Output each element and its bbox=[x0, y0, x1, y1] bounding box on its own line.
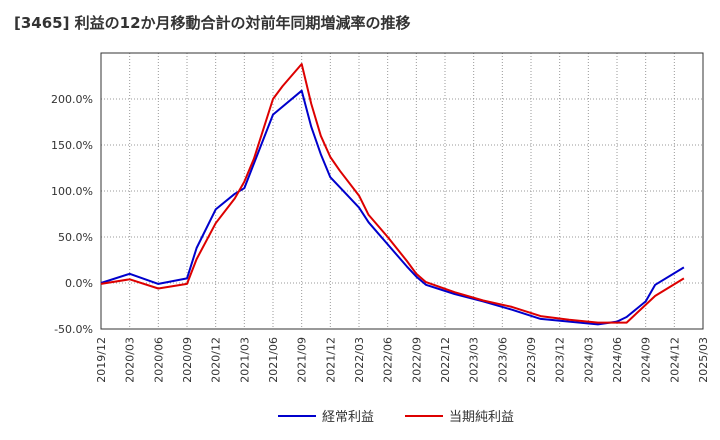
x-tick-label: 2020/12 bbox=[210, 337, 223, 383]
y-tick-label: 50.0% bbox=[58, 231, 93, 244]
x-tick-label: 2025/03 bbox=[697, 337, 710, 383]
y-tick-label: 0.0% bbox=[65, 277, 93, 290]
x-tick-label: 2019/12 bbox=[95, 337, 108, 383]
x-tick-label: 2023/03 bbox=[468, 337, 481, 383]
legend: 経常利益 当期純利益 bbox=[278, 410, 514, 425]
grid bbox=[100, 53, 704, 330]
x-tick-label: 2023/12 bbox=[554, 337, 567, 383]
legend-label: 経常利益 bbox=[322, 410, 374, 425]
x-tick-labels: 2019/12 2020/03 2020/06 2020/09 2020/12 2021/… bbox=[95, 337, 710, 383]
y-tick-label: 200.0% bbox=[51, 93, 93, 106]
x-tick-label: 2024/06 bbox=[611, 337, 624, 383]
x-tick-label: 2024/12 bbox=[668, 337, 681, 383]
y-tick-label: 100.0% bbox=[51, 185, 93, 198]
x-tick-label: 2024/03 bbox=[582, 337, 595, 383]
axes bbox=[100, 52, 704, 330]
x-tick-label: 2020/09 bbox=[181, 337, 194, 383]
x-tick-label: 2021/03 bbox=[238, 337, 251, 383]
x-tick-label: 2022/06 bbox=[382, 337, 395, 383]
x-tick-label: 2024/09 bbox=[640, 337, 653, 383]
legend-label: 当期純利益 bbox=[449, 410, 514, 425]
series-line-当期純利益 bbox=[100, 63, 685, 324]
series-lines bbox=[100, 63, 685, 326]
x-tick-label: 2022/09 bbox=[410, 337, 423, 383]
plot-border bbox=[100, 52, 704, 330]
x-tick-label: 2022/03 bbox=[353, 337, 366, 383]
x-tick-label: 2021/09 bbox=[296, 337, 309, 383]
x-tick-label: 2021/06 bbox=[267, 337, 280, 383]
x-tick-label: 2020/03 bbox=[124, 337, 137, 383]
series-line-経常利益 bbox=[100, 89, 685, 326]
x-tick-label: 2020/06 bbox=[152, 337, 165, 383]
y-tick-label: -50.0% bbox=[54, 323, 93, 336]
y-tick-labels: -50.0% 0.0% 50.0% 100.0% 150.0% 200.0% bbox=[51, 93, 93, 336]
x-tick-label: 2021/12 bbox=[324, 337, 337, 383]
x-tick-label: 2022/12 bbox=[439, 337, 452, 383]
y-tick-label: 150.0% bbox=[51, 139, 93, 152]
x-tick-label: 2023/09 bbox=[525, 337, 538, 383]
x-tick-label: 2023/06 bbox=[496, 337, 509, 383]
chart-title: [3465] 利益の12か月移動合計の対前年同期増減率の推移 bbox=[14, 14, 411, 32]
